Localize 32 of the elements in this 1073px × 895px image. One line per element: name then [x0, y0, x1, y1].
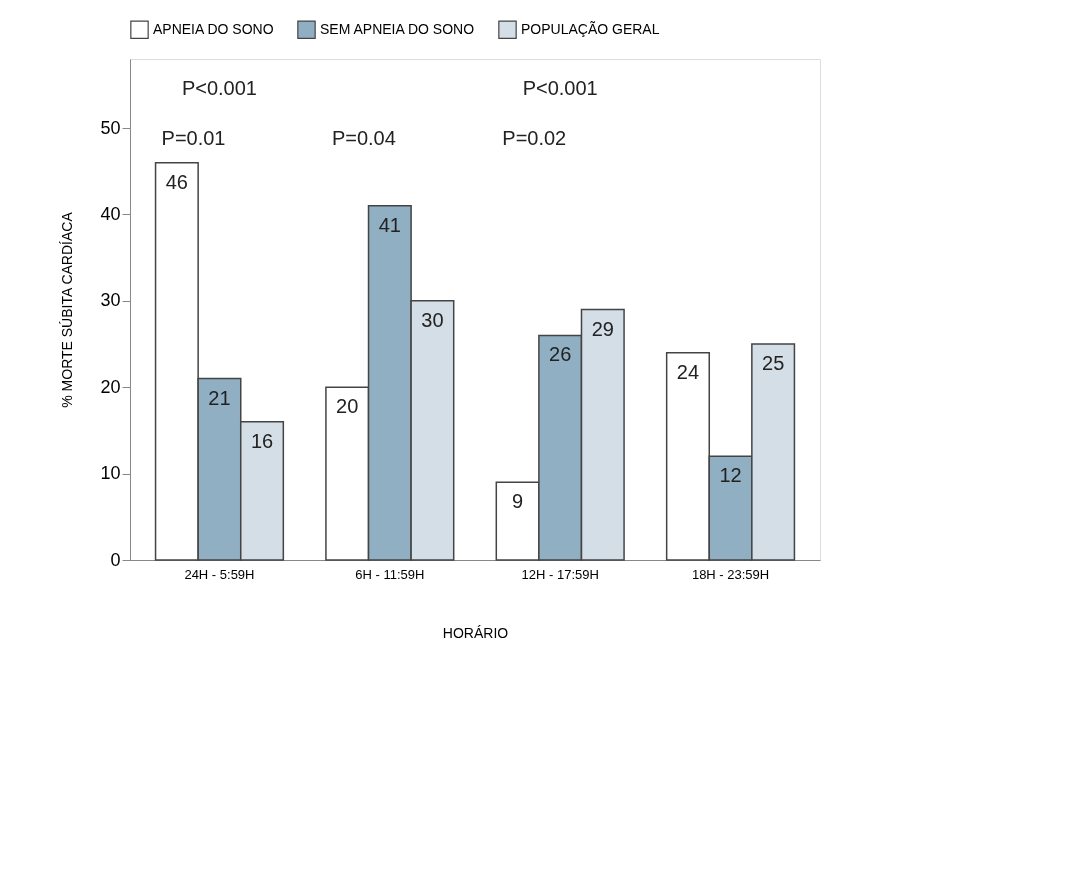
legend-label: SEM APNEIA DO SONO [320, 20, 475, 37]
y-tick-label: 40 [100, 203, 121, 224]
data-label: 12 [719, 464, 742, 487]
x-tick-label: 18H - 23:59H [691, 566, 770, 582]
data-label: 41 [378, 213, 401, 236]
y-tick-label: 50 [100, 117, 121, 138]
data-label: 21 [208, 386, 231, 409]
annotation: P<0.001 [181, 77, 257, 99]
data-label: 30 [421, 308, 444, 331]
y-tick-label: 30 [100, 290, 121, 311]
y-axis-title: % MORTE SÚBITA CARDÍACA [59, 211, 76, 408]
y-tick-label: 0 [110, 549, 121, 570]
data-label: 26 [549, 343, 572, 366]
data-label: 20 [336, 395, 359, 418]
x-tick-label: 24H - 5:59H [184, 566, 255, 582]
y-tick-label: 20 [100, 376, 121, 397]
annotation: P=0.04 [331, 127, 396, 149]
x-axis-title: HORÁRIO [442, 624, 509, 641]
data-label: 46 [165, 170, 188, 193]
data-label: 9 [512, 490, 524, 513]
annotation: P=0.02 [502, 127, 567, 149]
x-tick-label: 6H - 11:59H [355, 566, 425, 582]
data-label: 24 [676, 360, 700, 383]
annotation: P<0.001 [522, 77, 598, 99]
data-label: 25 [762, 352, 785, 375]
legend-label: POPULAÇÃO GERAL [521, 20, 660, 37]
y-tick-label: 10 [100, 463, 121, 484]
legend-label: APNEIA DO SONO [153, 20, 274, 37]
annotation: P=0.01 [161, 127, 226, 149]
data-label: 16 [250, 429, 274, 452]
x-tick-label: 12H - 17:59H [521, 566, 599, 582]
data-label: 29 [591, 317, 614, 340]
